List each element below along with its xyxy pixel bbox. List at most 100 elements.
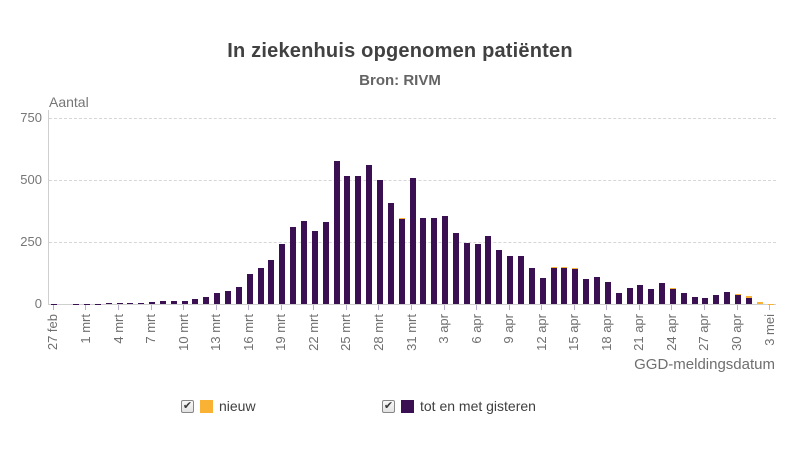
- x-tick: [736, 305, 738, 310]
- bar-10-mrt[interactable]: [181, 300, 188, 304]
- bar-5-apr[interactable]: [463, 243, 470, 304]
- x-tick-label-25-mrt: 25 mrt: [338, 314, 354, 351]
- bar-18-apr[interactable]: [604, 281, 611, 304]
- bar-1-mei[interactable]: [745, 297, 752, 304]
- bar-31-mrt[interactable]: [409, 178, 416, 304]
- x-tick: [671, 305, 673, 310]
- bar-11-mrt[interactable]: [192, 299, 199, 304]
- bar-25-apr[interactable]: [680, 293, 687, 304]
- y-tick-label-0: 0: [34, 296, 42, 311]
- x-tick-label-16-mrt: 16 mrt: [240, 314, 256, 351]
- x-tick-label-9-apr: 9 apr: [501, 314, 517, 344]
- bar-16-mrt[interactable]: [246, 274, 253, 304]
- bar-8-apr[interactable]: [496, 250, 503, 304]
- x-tick-label-4-mrt: 4 mrt: [110, 314, 126, 344]
- bar-6-apr[interactable]: [474, 244, 481, 304]
- legend-checkbox-nieuw[interactable]: ✔: [181, 399, 194, 413]
- legend-item-nieuw[interactable]: ✔ nieuw: [181, 398, 256, 414]
- bar-28-apr[interactable]: [713, 294, 720, 304]
- legend-checkbox-tot-en-met-gisteren[interactable]: ✔: [382, 399, 395, 413]
- legend-label-nieuw: nieuw: [219, 398, 256, 414]
- bar-9-mrt[interactable]: [170, 300, 177, 304]
- x-tick-label-28-mrt: 28 mrt: [370, 314, 386, 351]
- bar-2-apr[interactable]: [431, 218, 438, 304]
- bar-25-mrt[interactable]: [344, 175, 351, 304]
- bar-3-apr[interactable]: [442, 216, 449, 304]
- y-tick-label-250: 250: [20, 233, 42, 249]
- x-tick: [573, 305, 575, 310]
- bar-19-mrt[interactable]: [279, 244, 286, 304]
- bar-29-apr[interactable]: [724, 292, 731, 304]
- bar-1-apr[interactable]: [420, 218, 427, 304]
- bar-15-mrt[interactable]: [235, 286, 242, 304]
- bar-12-mrt[interactable]: [203, 297, 210, 304]
- bar-13-mrt[interactable]: [214, 292, 221, 304]
- x-tick-label-7-mrt: 7 mrt: [143, 314, 159, 344]
- x-tick-label-30-apr: 30 apr: [729, 314, 745, 351]
- bar-21-apr[interactable]: [637, 284, 644, 304]
- bar-10-apr[interactable]: [518, 256, 524, 304]
- x-tick: [280, 305, 282, 310]
- x-tick: [411, 305, 412, 310]
- bar-27-mrt[interactable]: [366, 165, 373, 304]
- bar-17-apr[interactable]: [593, 276, 600, 304]
- bar-30-apr[interactable]: [735, 295, 742, 304]
- bar-23-mrt[interactable]: [322, 221, 329, 304]
- legend-item-tot-en-met-gisteren[interactable]: ✔ tot en met gisteren: [382, 398, 536, 414]
- bar-4-apr[interactable]: [452, 233, 459, 304]
- bar-29-mrt[interactable]: [387, 203, 394, 304]
- bar-19-apr[interactable]: [615, 293, 622, 304]
- bar-15-apr[interactable]: [572, 269, 579, 304]
- bar-14-mrt[interactable]: [225, 291, 232, 304]
- legend-swatch-tot-en-met-gisteren: [401, 399, 414, 413]
- bar-6-mrt[interactable]: [138, 302, 145, 304]
- chart-subtitle: Bron: RIVM: [359, 72, 441, 89]
- bar-26-mrt[interactable]: [355, 175, 362, 304]
- bar-3-mrt[interactable]: [105, 303, 112, 304]
- bar-7-mrt[interactable]: [149, 302, 156, 304]
- x-tick: [541, 305, 543, 310]
- bar-27-apr[interactable]: [702, 297, 709, 304]
- bar-9-apr[interactable]: [507, 256, 514, 304]
- bar-22-apr[interactable]: [648, 289, 655, 304]
- x-tick: [703, 305, 705, 310]
- bar-7-apr[interactable]: [485, 236, 492, 304]
- bar-nieuw-15-apr[interactable]: [572, 268, 579, 270]
- bar-13-apr[interactable]: [550, 268, 557, 304]
- gridline-750: [49, 117, 776, 119]
- bar-17-mrt[interactable]: [257, 267, 264, 304]
- bar-26-apr[interactable]: [691, 297, 698, 304]
- bar-21-mrt[interactable]: [300, 220, 307, 304]
- bar-nieuw-14-apr[interactable]: [561, 267, 568, 269]
- legend-swatch-nieuw: [200, 399, 213, 413]
- bar-nieuw-30-apr[interactable]: [735, 294, 742, 296]
- bar-12-apr[interactable]: [539, 278, 546, 304]
- bar-20-mrt[interactable]: [290, 226, 297, 304]
- bar-nieuw-24-apr[interactable]: [669, 288, 676, 290]
- bar-nieuw-13-apr[interactable]: [550, 267, 557, 269]
- bar-28-mrt[interactable]: [376, 180, 383, 304]
- bar-24-apr[interactable]: [669, 289, 676, 304]
- bar-4-mrt[interactable]: [116, 303, 123, 304]
- y-axis-label: Aantal: [49, 94, 89, 110]
- x-tick-label-1-mrt: 1 mrt: [77, 314, 93, 344]
- plot-area: [48, 110, 776, 305]
- bar-nieuw-1-mei[interactable]: [745, 296, 752, 298]
- bar-20-apr[interactable]: [626, 287, 633, 304]
- x-tick-label-31-mrt: 31 mrt: [403, 314, 419, 351]
- x-tick-label-6-apr: 6 apr: [468, 314, 484, 344]
- bar-23-apr[interactable]: [659, 282, 666, 304]
- bar-14-apr[interactable]: [561, 268, 568, 304]
- bar-22-mrt[interactable]: [311, 230, 318, 304]
- bar-24-mrt[interactable]: [333, 160, 340, 304]
- x-tick-label-18-apr: 18 apr: [598, 314, 614, 351]
- bar-18-mrt[interactable]: [268, 260, 275, 304]
- bar-nieuw-2-mei[interactable]: [756, 301, 763, 304]
- bar-nieuw-30-mrt[interactable]: [398, 217, 405, 219]
- bar-5-mrt[interactable]: [127, 303, 134, 304]
- bar-8-mrt[interactable]: [159, 300, 166, 304]
- bar-30-mrt[interactable]: [398, 218, 405, 304]
- bar-16-apr[interactable]: [583, 279, 590, 304]
- x-tick: [476, 305, 478, 310]
- bar-11-apr[interactable]: [528, 268, 535, 304]
